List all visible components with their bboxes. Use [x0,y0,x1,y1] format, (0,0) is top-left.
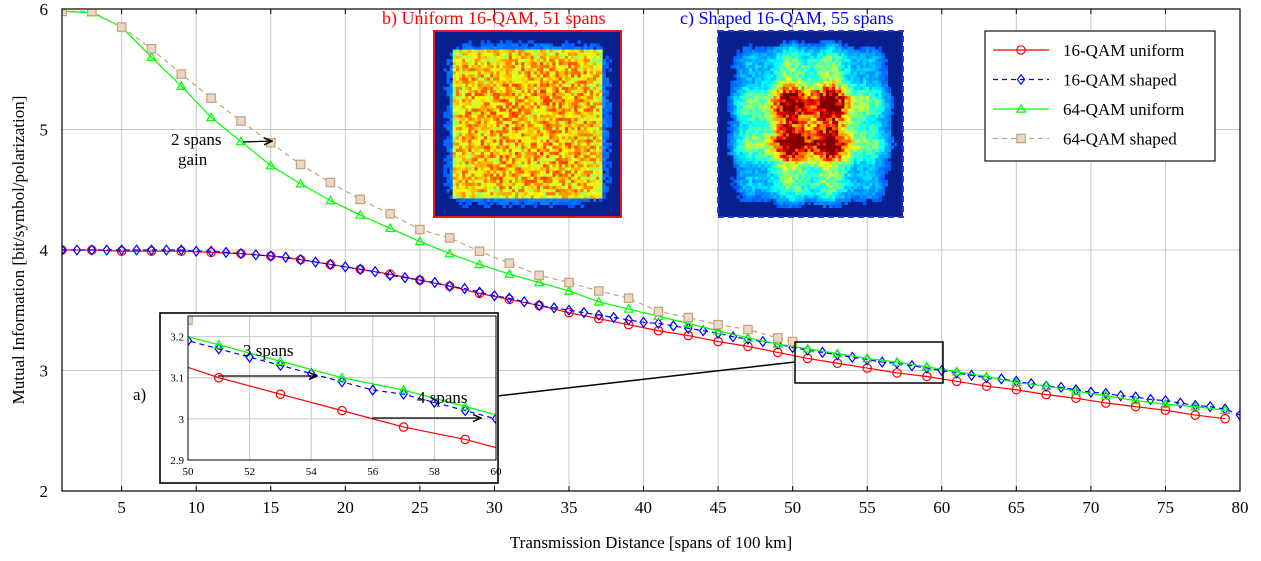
data-point-square [177,70,185,78]
data-point-square [684,313,692,321]
y-axis-label: Mutual Information [bit/symbol/polarizat… [9,96,28,405]
inset-x-tick-label: 50 [183,466,195,478]
data-point-square [386,210,394,218]
x-axis-label: Transmission Distance [spans of 100 km] [510,533,792,552]
zoom-connector [497,362,795,396]
data-point-square [714,321,722,329]
x-tick-label: 70 [1082,498,1099,517]
data-point-square [505,259,513,267]
legend-label: 16-QAM uniform [1063,41,1184,60]
legend-label: 16-QAM shaped [1063,71,1177,90]
inset-x-tick-label: 56 [367,466,379,478]
x-tick-label: 50 [784,498,801,517]
y-tick-label: 3 [40,362,49,381]
x-tick-label: 15 [262,498,279,517]
data-point-square [1017,134,1025,142]
data-point-square [624,294,632,302]
data-point-square [475,247,483,255]
inset-x-tick-label: 58 [429,466,441,478]
data-point-square [147,45,155,53]
data-point-square [356,195,364,203]
constellation-panel-uniform [434,31,621,217]
gain-annotation-line1: 2 spans [171,130,222,149]
x-tick-label: 5 [117,498,126,517]
inset-x-tick-label: 52 [244,466,255,478]
data-point-square [117,23,125,31]
data-point-square [445,234,453,242]
inset-4spans-label: 4 spans [417,388,468,407]
data-point-square [416,225,424,233]
x-tick-label: 40 [635,498,652,517]
x-tick-label: 20 [337,498,354,517]
inset-y-tick-label: 3.1 [170,373,184,385]
panel-a-label: a) [133,385,146,404]
data-point-square [535,271,543,279]
data-point-triangle [523,419,531,426]
data-point-square [153,304,161,312]
data-point-square [207,94,215,102]
data-point-square [237,117,245,125]
x-tick-label: 75 [1157,498,1174,517]
panel-c-title: c) Shaped 16-QAM, 55 spans [680,8,893,29]
data-point-square [774,334,782,342]
legend-label: 64-QAM shaped [1063,130,1177,149]
x-tick-label: 10 [188,498,205,517]
inset-3spans-label: 3 spans [243,341,294,360]
gain-annotation-line2: gain [178,150,208,169]
data-point-square [744,325,752,333]
y-tick-label: 5 [40,121,49,140]
inset-y-tick-label: 2.9 [170,455,184,467]
x-tick-label: 60 [933,498,950,517]
y-tick-label: 6 [40,0,49,19]
data-point-diamond [523,422,530,432]
y-tick-label: 2 [40,482,49,501]
x-tick-label: 45 [710,498,727,517]
data-point-circle [523,452,531,460]
x-tick-label: 35 [560,498,577,517]
legend: 16-QAM uniform 16-QAM shaped 64-QAM unifor… [985,31,1215,161]
inset-x-tick-label: 54 [306,466,318,478]
x-tick-label: 65 [1008,498,1025,517]
data-point-square [326,178,334,186]
data-point-square [267,139,275,147]
x-tick-label: 55 [859,498,876,517]
inset-y-tick-label: 3 [179,414,185,426]
inset-y-tick-label: 3.2 [170,332,184,344]
x-tick-label: 30 [486,498,503,517]
x-tick-label: 25 [411,498,428,517]
legend-label: 64-QAM uniform [1063,100,1184,119]
constellation-panel-shaped [718,31,903,217]
data-point-square [595,287,603,295]
y-tick-label: 4 [40,241,49,260]
series-line [62,11,793,341]
x-tick-label: 80 [1232,498,1249,517]
panel-b-title: b) Uniform 16-QAM, 51 spans [382,8,605,29]
data-point-square [565,278,573,286]
data-point-square [654,307,662,315]
data-point-square [296,160,304,168]
inset-x-tick-label: 60 [491,466,503,478]
